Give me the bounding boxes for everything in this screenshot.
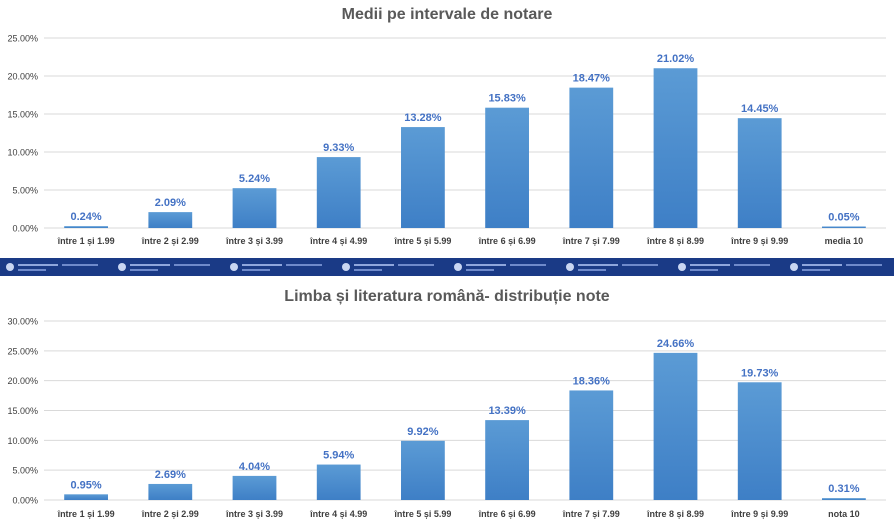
data-label: 9.92% [407, 426, 438, 438]
x-tick-label: între 3 și 3.99 [225, 509, 283, 519]
data-label: 15.83% [488, 93, 526, 105]
data-label: 2.69% [155, 469, 186, 481]
bar [316, 464, 361, 500]
y-tick-label: 30.00% [7, 317, 38, 327]
banner-logo-segment [336, 258, 448, 276]
bar [485, 107, 529, 228]
bar [485, 420, 529, 500]
data-label: 4.04% [239, 461, 270, 473]
x-tick-label: între 6 și 6.99 [478, 509, 536, 519]
bar [653, 68, 698, 228]
averages-bar-chart: 0.00% 5.00% 10.00% 15.00% 20.00% 25.00% 0.24% î… [7, 34, 886, 246]
banner-logo-segment [0, 258, 112, 276]
y-tick-label: 5.00% [12, 466, 38, 476]
y-tick-label: 25.00% [7, 34, 38, 44]
data-label: 2.09% [155, 197, 186, 209]
x-tick-label: între 4 și 4.99 [309, 236, 367, 246]
data-label: 0.31% [828, 483, 859, 495]
bar [653, 352, 698, 500]
data-label: 24.66% [657, 338, 695, 350]
data-label: 0.24% [70, 211, 101, 223]
ministry-banner-strip [0, 258, 894, 276]
x-tick-label: între 5 și 5.99 [393, 236, 451, 246]
bar [232, 188, 277, 228]
data-label: 5.94% [323, 450, 354, 462]
data-label: 0.95% [70, 479, 101, 491]
banner-logo-segment [448, 258, 560, 276]
y-tick-label: 25.00% [7, 346, 38, 356]
x-tick-label: între 9 și 9.99 [730, 509, 788, 519]
y-tick-label: 15.00% [7, 110, 38, 120]
bar [64, 494, 108, 500]
data-label: 18.36% [573, 375, 611, 387]
romanian-chart-title: Limba și literatura română- distribuție … [284, 288, 610, 305]
x-tick-label: între 9 și 9.99 [730, 236, 788, 246]
bar [737, 118, 782, 228]
bar [569, 87, 614, 229]
x-tick-label: între 2 și 2.99 [141, 509, 199, 519]
bar [148, 483, 193, 500]
bar [232, 475, 277, 500]
data-label: 13.28% [404, 112, 442, 124]
bar [316, 157, 361, 228]
y-tick-label: 10.00% [7, 436, 38, 446]
y-tick-label: 5.00% [12, 186, 38, 196]
bar [401, 127, 445, 228]
x-tick-label: între 1 și 1.99 [57, 509, 115, 519]
banner-logo-segment [784, 258, 894, 276]
x-tick-label: între 4 și 4.99 [309, 509, 367, 519]
averages-chart-title: Medii pe intervale de notare [341, 6, 553, 23]
data-label: 9.33% [323, 142, 354, 154]
y-tick-label: 20.00% [7, 72, 38, 82]
bar [148, 212, 193, 228]
data-label: 14.45% [741, 103, 779, 115]
banner-logo-segment [224, 258, 336, 276]
y-tick-label: 0.00% [12, 496, 38, 506]
banner-logo-segment [112, 258, 224, 276]
x-tick-label: între 2 și 2.99 [141, 236, 199, 246]
romanian-bar-chart: 0.00% 5.00% 10.00% 15.00% 20.00% 25.00% 30.00%… [7, 317, 886, 519]
x-tick-label: între 7 și 7.99 [562, 236, 620, 246]
x-tick-label: între 7 și 7.99 [562, 509, 620, 519]
data-label: 19.73% [741, 367, 779, 379]
data-label: 0.05% [828, 212, 859, 224]
data-label: 18.47% [573, 73, 611, 85]
x-tick-label: media 10 [825, 236, 864, 246]
y-tick-label: 20.00% [7, 376, 38, 386]
bar [737, 382, 782, 500]
data-label: 13.39% [488, 405, 526, 417]
banner-logo-segment [560, 258, 672, 276]
bar [822, 498, 866, 500]
x-tick-label: între 6 și 6.99 [478, 236, 536, 246]
x-tick-label: între 8 și 8.99 [646, 509, 704, 519]
romanian-chart-panel: Limba și literatura română- distribuție … [0, 276, 894, 520]
data-label: 5.24% [239, 173, 270, 185]
bar [822, 226, 866, 228]
x-tick-label: între 5 și 5.99 [393, 509, 451, 519]
averages-chart-panel: Medii pe intervale de notare 0.00% 5.00% 1… [0, 0, 894, 258]
x-tick-label: între 3 și 3.99 [225, 236, 283, 246]
data-label: 21.02% [657, 53, 695, 65]
bar [401, 440, 445, 500]
y-tick-label: 10.00% [7, 148, 38, 158]
banner-logo-segment [672, 258, 784, 276]
y-tick-label: 15.00% [7, 406, 38, 416]
bar [64, 226, 108, 228]
x-tick-label: între 1 și 1.99 [57, 236, 115, 246]
x-tick-label: între 8 și 8.99 [646, 236, 704, 246]
bar [569, 390, 614, 500]
x-tick-label: nota 10 [828, 509, 860, 519]
y-tick-label: 0.00% [12, 224, 38, 234]
